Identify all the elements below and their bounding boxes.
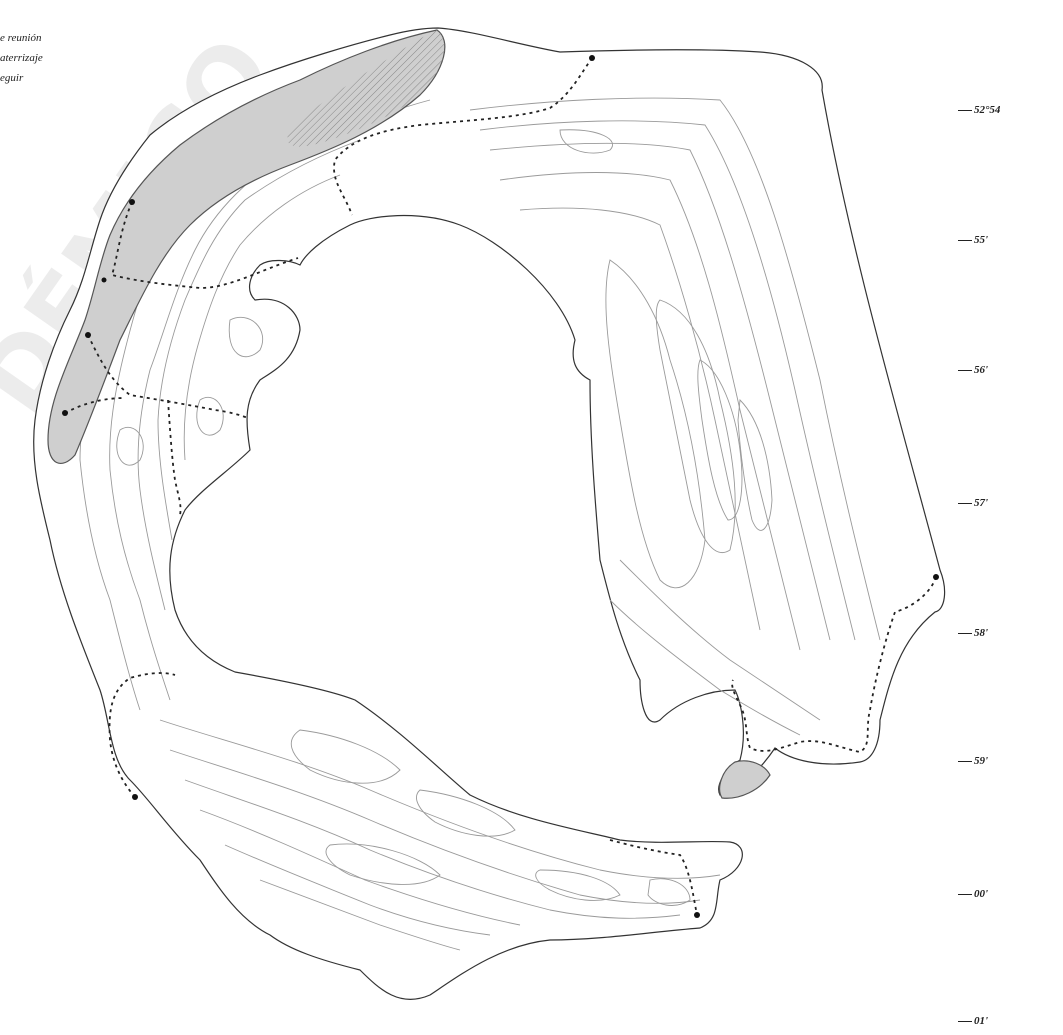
point-marker xyxy=(85,332,91,338)
point-marker xyxy=(101,277,107,283)
island-coastline xyxy=(33,27,946,1000)
point-marker xyxy=(62,410,68,416)
map-legend: e reunión aterrizaje eguir xyxy=(0,28,43,88)
latitude-label-57: 57' xyxy=(958,497,988,509)
legend-item-meeting: e reunión xyxy=(0,32,42,44)
landing-zone-hatch xyxy=(287,30,445,147)
legend-item-landing: aterrizaje xyxy=(0,52,43,64)
latitude-label-52-54: 52°54 xyxy=(958,104,1000,116)
point-marker xyxy=(129,199,135,205)
route-points xyxy=(62,55,939,918)
point-marker xyxy=(589,55,595,61)
latitude-label-55: 55' xyxy=(958,234,988,246)
legend-item-follow: eguir xyxy=(0,72,24,84)
landing-zone xyxy=(47,29,446,465)
latitude-label-00: 00' xyxy=(958,888,988,900)
latitude-label-58: 58' xyxy=(958,627,988,639)
southeast-islet xyxy=(719,760,771,799)
routes xyxy=(64,57,937,916)
point-marker xyxy=(694,912,700,918)
latitude-label-59: 59' xyxy=(958,755,988,767)
point-marker xyxy=(933,574,939,580)
latitude-label-01: 01' xyxy=(958,1015,988,1027)
point-marker xyxy=(132,794,138,800)
latitude-label-56: 56' xyxy=(958,364,988,376)
